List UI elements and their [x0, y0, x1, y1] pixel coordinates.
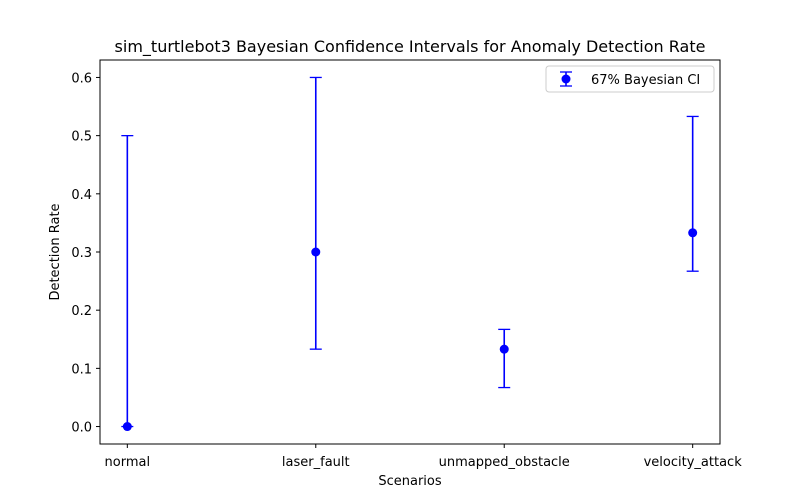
legend-errorbar-symbol [560, 71, 572, 87]
y-tick-label: 0.5 [71, 130, 92, 145]
x-axis: normal laser_fault unmapped_obstacle veloci… [105, 444, 743, 470]
plot-frame [99, 59, 721, 445]
y-tick-label: 0.4 [71, 188, 92, 203]
y-axis-label: Detection Rate [48, 203, 63, 300]
legend-label: 67% Bayesian CI [591, 73, 700, 88]
data-point [122, 422, 132, 432]
y-tick-label: 0.6 [71, 71, 92, 86]
legend: 67% Bayesian CI [545, 65, 715, 93]
y-tick-label: 0.1 [71, 362, 92, 377]
data-point [499, 344, 509, 354]
chart-title: sim_turtlebot3 Bayesian Confidence Inter… [115, 37, 706, 57]
y-tick-label: 0.3 [71, 246, 92, 261]
x-tick-label: laser_fault [282, 455, 350, 470]
data-point [688, 228, 698, 238]
x-axis-label: Scenarios [378, 474, 442, 489]
y-tick-label: 0.0 [71, 421, 92, 436]
x-tick-label: unmapped_obstacle [439, 455, 570, 470]
legend-marker [561, 74, 571, 84]
y-tick-label: 0.2 [71, 304, 92, 319]
legend-box [545, 65, 715, 93]
data-point [311, 247, 321, 257]
x-tick-label: velocity_attack [644, 455, 743, 470]
y-axis: 0.0 0.1 0.2 0.3 0.4 0.5 0.6 [71, 71, 100, 436]
chart-marks [121, 76, 699, 432]
x-tick-label: normal [105, 455, 151, 470]
